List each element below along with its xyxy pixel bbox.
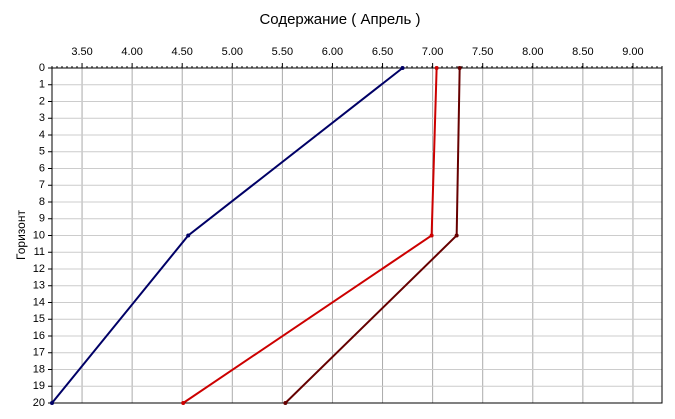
y-tick-label: 6 [39, 162, 45, 174]
y-tick-label: 3 [39, 112, 45, 124]
y-tick-label: 15 [33, 313, 45, 325]
point [434, 66, 439, 70]
y-axis-label: Горизонт [14, 210, 28, 260]
x-tick-label: 4.00 [121, 46, 142, 58]
point [400, 66, 405, 70]
x-tick-label: 4.50 [172, 46, 193, 58]
plot-frame [51, 67, 663, 404]
x-tick-label: 5.50 [272, 46, 293, 58]
point [429, 233, 434, 238]
y-tick-label: 11 [34, 246, 45, 258]
point [454, 233, 459, 238]
x-tick-label: 7.00 [422, 46, 443, 58]
y-tick-label: 16 [33, 330, 45, 342]
chart-title: Содержание ( Апрель ) [259, 11, 420, 28]
x-tick-label: 8.50 [572, 46, 593, 58]
y-tick-label: 2 [39, 95, 45, 107]
y-tick-label: 8 [39, 196, 45, 208]
y-tick-label: 9 [39, 213, 45, 225]
y-tick-label: 4 [39, 129, 45, 141]
y-tick-label: 17 [33, 347, 45, 359]
x-tick-label: 5.00 [222, 46, 243, 58]
y-tick-label: 12 [33, 263, 45, 275]
y-tick-label: 7 [39, 179, 45, 191]
y-tick-label: 19 [33, 380, 45, 392]
point [186, 233, 191, 238]
x-tick-label: 8.00 [522, 46, 543, 58]
y-tick-label: 5 [39, 146, 45, 158]
point [50, 401, 54, 405]
y-tick-label: 1 [39, 79, 45, 91]
x-tick-label: 3.50 [71, 46, 92, 58]
y-tick-label: 20 [33, 397, 45, 409]
x-tick-label: 6.00 [322, 46, 343, 58]
x-tick-label: 9.00 [622, 46, 643, 58]
y-tick-label: 10 [33, 229, 45, 241]
y-tick-label: 13 [33, 280, 45, 292]
point [283, 401, 288, 405]
y-tick-label: 14 [33, 296, 45, 308]
y-tick-label: 18 [33, 363, 45, 375]
x-tick-label: 7.50 [472, 46, 493, 58]
point [457, 66, 462, 70]
y-tick-label: 0 [39, 62, 45, 74]
x-tick-label: 6.50 [372, 46, 393, 58]
point [181, 401, 186, 405]
